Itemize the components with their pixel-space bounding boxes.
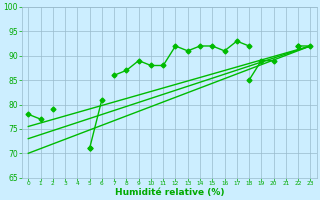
X-axis label: Humidité relative (%): Humidité relative (%)	[115, 188, 224, 197]
